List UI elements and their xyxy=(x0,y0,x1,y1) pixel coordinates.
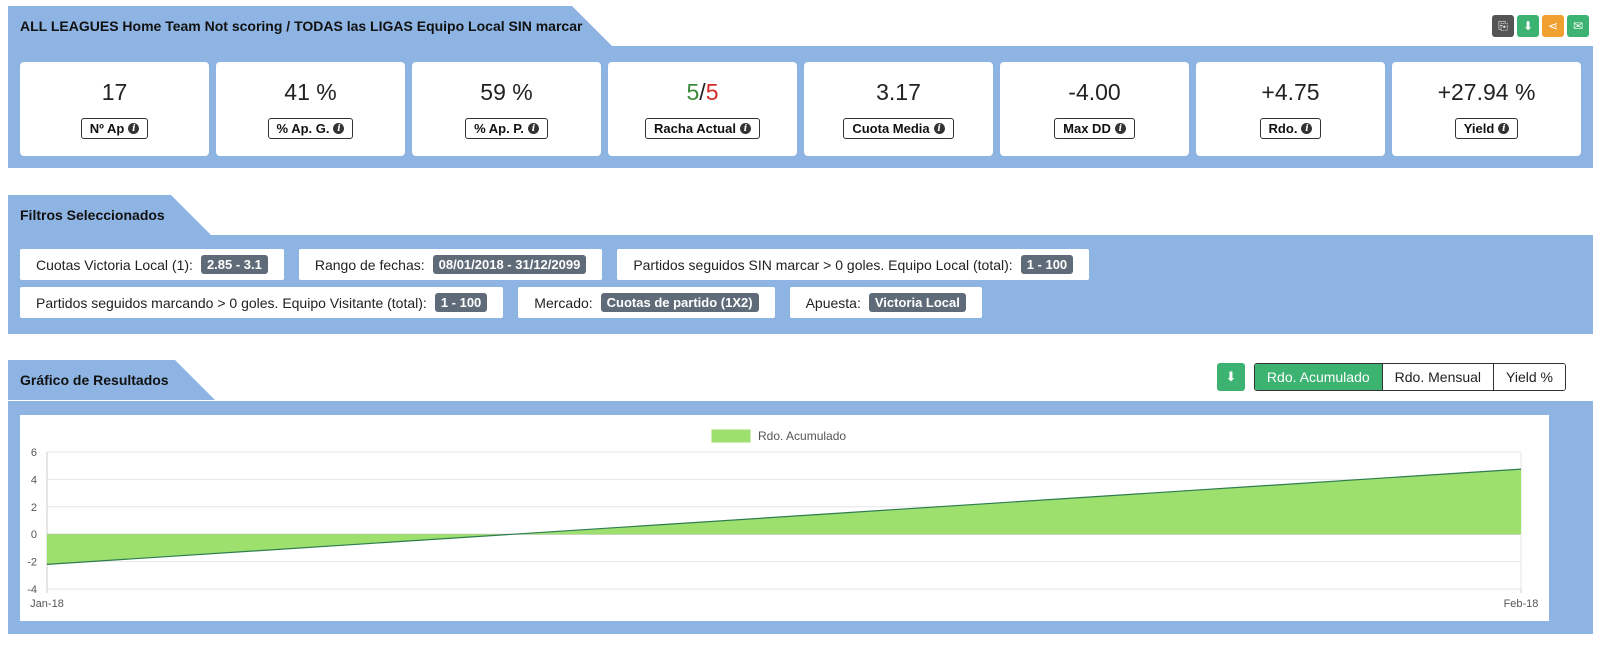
results-title: Gráfico de Resultados xyxy=(20,372,169,388)
info-icon[interactable]: i xyxy=(333,123,345,134)
y-tick-label: -4 xyxy=(27,584,37,596)
filter-chip-cuotas: Cuotas Victoria Local (1): 2.85 - 3.1 xyxy=(20,249,284,280)
stat-value: 59 % xyxy=(480,79,533,105)
chart-download-button[interactable]: ⬇ xyxy=(1216,363,1245,391)
filter-value-badge: 08/01/2018 - 31/12/2099 xyxy=(432,255,587,274)
info-icon[interactable]: i xyxy=(739,123,751,134)
y-tick-label: 4 xyxy=(31,474,37,486)
chart-container: 6 4 2 0 -2 -4 Jan-18 Feb-18 Rdo. Acumulado xyxy=(20,415,1549,621)
info-icon[interactable]: i xyxy=(1114,123,1126,134)
series-line xyxy=(46,468,1522,565)
filter-value-badge: Cuotas de partido (1X2) xyxy=(600,293,759,312)
stat-card-num-apuestas: 17 Nº Ap i xyxy=(20,62,209,156)
download-icon[interactable]: ⬇ xyxy=(1517,15,1539,37)
stat-label[interactable]: Max DD i xyxy=(1054,118,1135,139)
filter-chip-visitante-marcando: Partidos seguidos marcando > 0 goles. Eq… xyxy=(20,287,504,318)
y-tick-label: 6 xyxy=(31,447,37,459)
stat-card-yield: +27.94 % Yield i xyxy=(1392,62,1581,156)
stat-card-pct-perdidas: 59 % % Ap. P. i xyxy=(412,62,601,156)
stat-value: 17 xyxy=(101,79,128,105)
stat-value: +27.94 % xyxy=(1437,79,1536,105)
info-icon[interactable]: i xyxy=(1498,123,1510,134)
filter-value-badge: 1 - 100 xyxy=(434,293,488,312)
chart-controls: ⬇ Rdo. Acumulado Rdo. Mensual Yield % xyxy=(1216,363,1566,391)
info-icon[interactable]: i xyxy=(933,123,945,134)
stat-label[interactable]: Nº Ap i xyxy=(80,118,149,139)
filter-value-badge: 2.85 - 3.1 xyxy=(200,255,268,274)
page-title: ALL LEAGUES Home Team Not scoring / TODA… xyxy=(20,18,583,34)
chart-mode-tabs: Rdo. Acumulado Rdo. Mensual Yield % xyxy=(1253,363,1566,391)
streak-wins: 5 xyxy=(686,79,700,105)
x-tick-label: Jan-18 xyxy=(30,598,64,610)
filters-row-1: Cuotas Victoria Local (1): 2.85 - 3.1 Ran… xyxy=(20,249,1090,280)
filter-value-badge: 1 - 100 xyxy=(1020,255,1074,274)
legend-label: Rdo. Acumulado xyxy=(758,429,846,443)
stat-card-cuota-media: 3.17 Cuota Media i xyxy=(804,62,993,156)
tab-yield[interactable]: Yield % xyxy=(1493,364,1565,390)
stat-card-racha-actual: 5/5 Racha Actual i xyxy=(608,62,797,156)
info-icon[interactable]: i xyxy=(128,123,140,134)
stat-label[interactable]: % Ap. P. i xyxy=(465,118,548,139)
stat-label[interactable]: % Ap. G. i xyxy=(267,118,354,139)
stats-panel: 17 Nº Ap i 41 % % Ap. G. i 59 % % Ap. P. i … xyxy=(8,46,1593,168)
y-tick-label: 0 xyxy=(31,529,37,541)
stat-label[interactable]: Cuota Media i xyxy=(843,118,954,139)
filter-value-badge: Victoria Local xyxy=(868,293,966,312)
filter-chip-apuesta: Apuesta: Victoria Local xyxy=(789,287,982,318)
info-icon[interactable]: i xyxy=(1301,123,1313,134)
y-tick-label: 2 xyxy=(31,502,37,514)
x-tick-label: Feb-18 xyxy=(1504,598,1539,610)
stat-label[interactable]: Yield i xyxy=(1454,118,1519,139)
stat-card-pct-ganadas: 41 % % Ap. G. i xyxy=(216,62,405,156)
download-icon: ⬇ xyxy=(1225,369,1237,384)
stat-value: 5/5 xyxy=(686,79,719,105)
stat-card-rdo: +4.75 Rdo. i xyxy=(1196,62,1385,156)
filter-chip-mercado: Mercado: Cuotas de partido (1X2) xyxy=(518,287,775,318)
tab-rdo-mensual[interactable]: Rdo. Mensual xyxy=(1381,364,1494,390)
filters-panel: Cuotas Victoria Local (1): 2.85 - 3.1 Ran… xyxy=(8,235,1593,334)
filters-row-2: Partidos seguidos marcando > 0 goles. Eq… xyxy=(20,287,982,318)
stat-label[interactable]: Rdo. i xyxy=(1259,118,1322,139)
filter-chip-fechas: Rango de fechas: 08/01/2018 - 31/12/2099 xyxy=(298,249,603,280)
stat-value: +4.75 xyxy=(1261,79,1320,105)
results-tab: Gráfico de Resultados xyxy=(8,360,215,400)
stat-card-max-dd: -4.00 Max DD i xyxy=(1000,62,1189,156)
legend-swatch xyxy=(711,429,751,443)
streak-total: 5 xyxy=(705,79,719,105)
filter-chip-local-sin-marcar: Partidos seguidos SIN marcar > 0 goles. … xyxy=(617,249,1090,280)
filters-title: Filtros Seleccionados xyxy=(20,207,165,223)
info-icon[interactable]: i xyxy=(527,123,539,134)
copy-icon[interactable]: ⎘ xyxy=(1492,15,1514,37)
y-tick-label: -2 xyxy=(27,557,37,569)
filters-tab: Filtros Seleccionados xyxy=(8,195,211,235)
email-icon[interactable]: ✉ xyxy=(1567,15,1589,37)
share-icon[interactable]: ⋖ xyxy=(1542,15,1564,37)
stat-value: -4.00 xyxy=(1068,79,1121,105)
stat-value: 3.17 xyxy=(876,79,921,105)
tab-rdo-acumulado[interactable]: Rdo. Acumulado xyxy=(1254,364,1382,390)
results-chart: 6 4 2 0 -2 -4 Jan-18 Feb-18 Rdo. Acumulado xyxy=(27,429,1539,610)
stat-label[interactable]: Racha Actual i xyxy=(645,118,760,139)
header-tab: ALL LEAGUES Home Team Not scoring / TODA… xyxy=(8,6,612,46)
stat-value: 41 % xyxy=(284,79,337,105)
header-actions: ⎘ ⬇ ⋖ ✉ xyxy=(1492,15,1589,37)
